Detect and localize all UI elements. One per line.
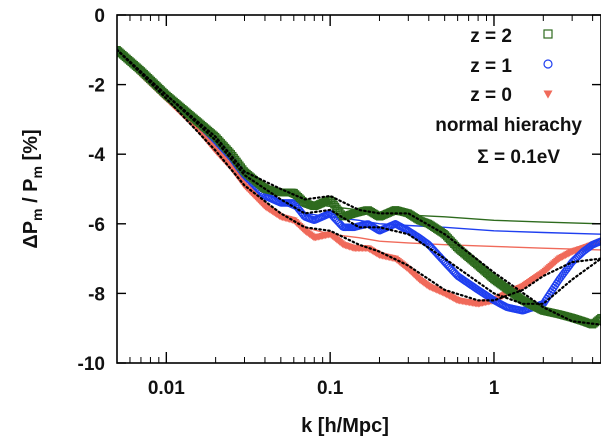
- fit-line: [117, 48, 601, 305]
- y-tick-label: -2: [88, 76, 105, 97]
- annotation-hierarchy: normal hierachy: [435, 115, 582, 136]
- y-tick-label: 0: [94, 6, 105, 27]
- legend-label-z1: z = 1: [470, 56, 512, 77]
- x-tick-label: 1: [489, 378, 500, 399]
- y-tick-label: -8: [88, 284, 105, 305]
- fit-curves: [117, 48, 601, 326]
- legend-marker: [543, 90, 553, 99]
- model-line: [117, 49, 601, 235]
- legend-marker: [543, 59, 553, 69]
- y-tick-label: -10: [78, 354, 105, 375]
- y-tick-label: -6: [88, 215, 105, 236]
- model-line: [117, 49, 601, 225]
- annotation-sigma: Σ = 0.1eV: [477, 147, 560, 168]
- y-tick-label: -4: [88, 145, 105, 166]
- legend-marker: [543, 29, 553, 39]
- x-axis-label: k [h/Mpc]: [301, 415, 389, 437]
- data-points: [117, 45, 601, 329]
- legend: z = 2 z = 1 z = 0 normal hierachy Σ = 0.…: [435, 26, 582, 168]
- legend-label-z0: z = 0: [470, 85, 512, 106]
- x-tick-label: 0.01: [148, 378, 185, 399]
- plot-frame: [116, 14, 601, 364]
- fit-line: [117, 48, 601, 326]
- fit-line: [117, 48, 601, 302]
- axes: 0 -2 -4 -6 -8 -10 0.01 0.1 1: [78, 6, 601, 399]
- x-tick-label: 0.1: [317, 378, 344, 399]
- legend-label-z2: z = 2: [470, 26, 512, 47]
- y-axis-label: ΔPm / Pm [%]: [20, 129, 45, 248]
- data-point: [595, 315, 601, 323]
